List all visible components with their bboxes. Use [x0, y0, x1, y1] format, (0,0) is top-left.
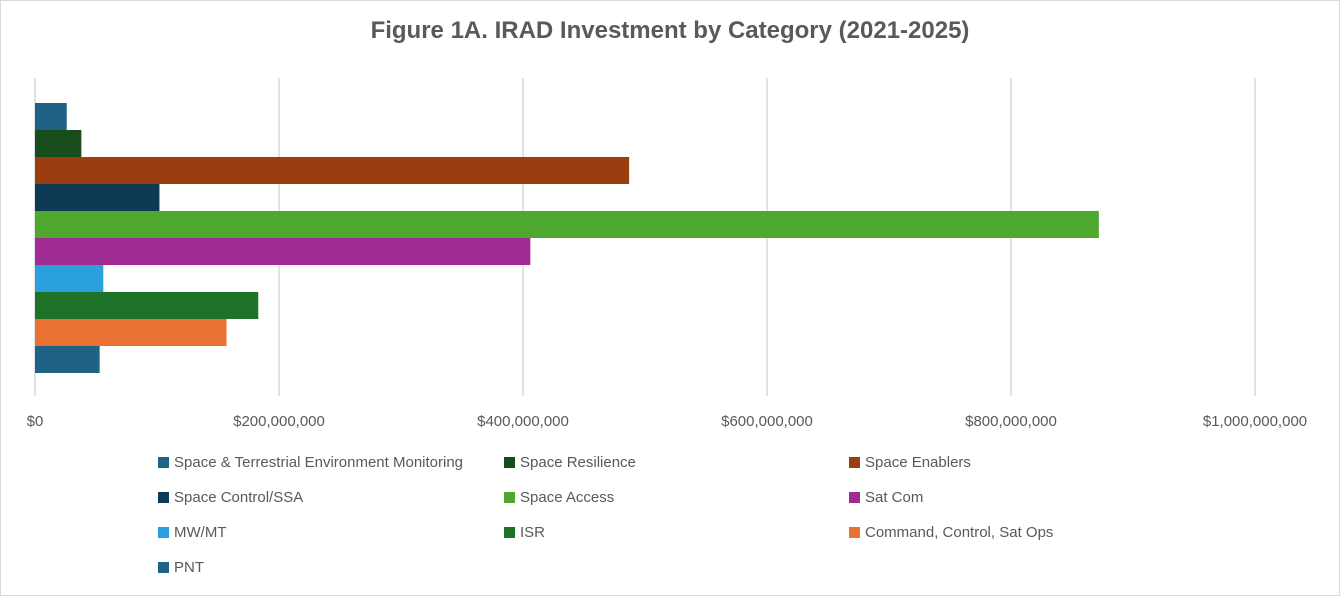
x-tick-label: $0 — [27, 413, 44, 430]
bar-pnt — [35, 346, 100, 373]
x-tick-label: $1,000,000,000 — [1203, 413, 1307, 430]
bar-isr — [35, 292, 259, 319]
bars — [35, 103, 1099, 373]
x-tick-label: $600,000,000 — [721, 413, 813, 430]
x-tick-label: $400,000,000 — [477, 413, 569, 430]
bar-space-access — [35, 211, 1099, 238]
x-tick-label: $200,000,000 — [233, 413, 325, 430]
bar-sat-com — [35, 238, 531, 265]
bar-space-terrestrial-environment-monitoring — [35, 103, 67, 130]
bar-space-control-ssa — [35, 184, 160, 211]
bar-space-resilience — [35, 130, 82, 157]
chart-title: Figure 1A. IRAD Investment by Category (… — [370, 17, 970, 44]
bar-space-enablers — [35, 157, 630, 184]
bar-command-control-sat-ops — [35, 319, 227, 346]
bar-mw-mt — [35, 265, 104, 292]
x-axis-ticks: $0 $200,000,000 $400,000,000 $600,000,000 $8… — [27, 413, 1307, 430]
x-tick-label: $800,000,000 — [965, 413, 1057, 430]
